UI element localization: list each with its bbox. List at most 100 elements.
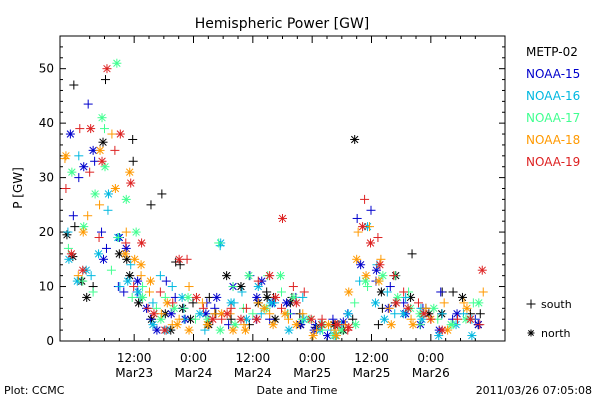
noaa-19-north-point bbox=[477, 265, 487, 275]
metp-02-north-point bbox=[236, 282, 246, 292]
noaa-18-north-point bbox=[259, 303, 269, 313]
noaa-18-north-point bbox=[291, 320, 301, 330]
noaa-17-south-point bbox=[179, 303, 189, 313]
x-axis-label: Date and Time bbox=[257, 384, 338, 397]
noaa-19-south-point bbox=[241, 303, 251, 313]
noaa-19-south-point bbox=[198, 303, 208, 313]
noaa-18-south-point bbox=[283, 314, 293, 324]
noaa-18-north-point bbox=[61, 151, 71, 161]
noaa-19-south-point bbox=[453, 314, 463, 324]
metp-02-south-point bbox=[100, 75, 110, 85]
noaa-17-north-point bbox=[446, 320, 456, 330]
y-axis: 0 10 20 30 40 50 bbox=[39, 46, 505, 348]
noaa-15-south-point bbox=[83, 99, 93, 109]
metp-02-north-point bbox=[98, 137, 108, 147]
noaa-15-south-point bbox=[97, 227, 107, 237]
noaa-17-south-point bbox=[277, 287, 287, 297]
noaa-17-south-point bbox=[228, 282, 238, 292]
noaa-19-south-point bbox=[253, 276, 263, 286]
noaa-18-north-point bbox=[352, 254, 362, 264]
noaa-17-north-point bbox=[138, 292, 148, 302]
x-axis: 12:00Mar230:00Mar2412:00Mar240:00Mar2512… bbox=[89, 36, 476, 380]
noaa-16-north-point bbox=[284, 325, 294, 335]
noaa-19-north-point bbox=[191, 292, 201, 302]
noaa-19-north-point bbox=[137, 238, 147, 248]
metp-02-south-point bbox=[146, 200, 156, 210]
legend: METP-02 NOAA-15 NOAA-16 NOAA-17 NOAA-18 NOAA-… bbox=[526, 45, 580, 340]
noaa-15-north-point bbox=[133, 276, 143, 286]
noaa-19-north-point bbox=[160, 325, 170, 335]
legend-marker-south bbox=[526, 299, 536, 309]
noaa-17-south-point bbox=[214, 238, 224, 248]
noaa-19-south-point bbox=[110, 145, 120, 155]
noaa-19-north-point bbox=[366, 238, 376, 248]
noaa-17-south-point bbox=[78, 276, 88, 286]
noaa-17-north-point bbox=[378, 271, 388, 281]
noaa-18-north-point bbox=[145, 276, 155, 286]
noaa-18-north-point bbox=[95, 145, 105, 155]
noaa-19-north-point bbox=[222, 309, 232, 319]
noaa-19-north-point bbox=[291, 298, 301, 308]
noaa-18-south-point bbox=[95, 200, 105, 210]
noaa-19-north-point bbox=[358, 222, 368, 232]
metp-02-north-point bbox=[82, 292, 92, 302]
noaa-19-north-point bbox=[375, 260, 385, 270]
y-tick-label: 40 bbox=[39, 116, 54, 130]
noaa-17-south-point bbox=[248, 309, 258, 319]
noaa-18-south-point bbox=[197, 298, 207, 308]
noaa-15-south-point bbox=[161, 276, 171, 286]
noaa-19-north-point bbox=[149, 309, 159, 319]
y-tick-label: 10 bbox=[39, 280, 54, 294]
noaa-16-north-point bbox=[343, 309, 353, 319]
noaa-17-north-point bbox=[393, 292, 403, 302]
noaa-16-south-point bbox=[103, 205, 113, 215]
noaa-18-south-point bbox=[376, 254, 386, 264]
noaa-17-north-point bbox=[183, 292, 193, 302]
noaa-17-north-point bbox=[90, 189, 100, 199]
x-tick-time: 0:00 bbox=[417, 351, 444, 365]
noaa-16-south-point bbox=[63, 227, 73, 237]
y-tick-label: 20 bbox=[39, 225, 54, 239]
noaa-18-north-point bbox=[361, 271, 371, 281]
noaa-16-south-point bbox=[167, 282, 177, 292]
noaa-19-south-point bbox=[182, 254, 192, 264]
metp-02-south-point bbox=[128, 156, 138, 166]
noaa-18-north-point bbox=[443, 325, 453, 335]
noaa-18-south-point bbox=[107, 129, 117, 139]
noaa-18-north-point bbox=[78, 227, 88, 237]
noaa-18-north-point bbox=[408, 320, 418, 330]
noaa-19-south-point bbox=[129, 282, 139, 292]
noaa-19-north-point bbox=[236, 314, 246, 324]
noaa-19-south-point bbox=[426, 314, 436, 324]
legend-noaa-16: NOAA-16 bbox=[526, 89, 580, 103]
noaa-17-north-point bbox=[121, 194, 131, 204]
noaa-15-south-point bbox=[74, 173, 84, 183]
noaa-18-north-point bbox=[136, 260, 146, 270]
noaa-16-south-point bbox=[148, 298, 158, 308]
noaa-19-north-point bbox=[419, 309, 429, 319]
metp-02-north-point bbox=[457, 292, 467, 302]
noaa-17-north-point bbox=[429, 303, 439, 313]
noaa-19-south-point bbox=[217, 314, 227, 324]
noaa-16-north-point bbox=[370, 298, 380, 308]
noaa-16-north-point bbox=[399, 309, 409, 319]
noaa-19-north-point bbox=[403, 303, 413, 313]
plot-frame bbox=[59, 35, 506, 342]
noaa-18-south-point bbox=[136, 271, 146, 281]
noaa-19-south-point bbox=[61, 184, 71, 193]
noaa-17-north-point bbox=[112, 58, 122, 68]
noaa-17-north-point bbox=[169, 303, 179, 313]
noaa-16-south-point bbox=[126, 260, 136, 270]
noaa-15-south-point bbox=[328, 314, 338, 324]
metp-02-south-point bbox=[128, 134, 138, 144]
footer-left: Plot: CCMC bbox=[4, 384, 65, 397]
metp-02-south-point bbox=[175, 260, 185, 270]
noaa-19-south-point bbox=[75, 124, 85, 134]
noaa-15-north-point bbox=[79, 162, 89, 172]
noaa-18-north-point bbox=[268, 320, 278, 330]
noaa-15-north-point bbox=[65, 129, 75, 139]
noaa-19-north-point bbox=[115, 129, 125, 139]
x-tick-date: Mar25 bbox=[293, 366, 331, 380]
noaa-18-north-point bbox=[374, 276, 384, 286]
